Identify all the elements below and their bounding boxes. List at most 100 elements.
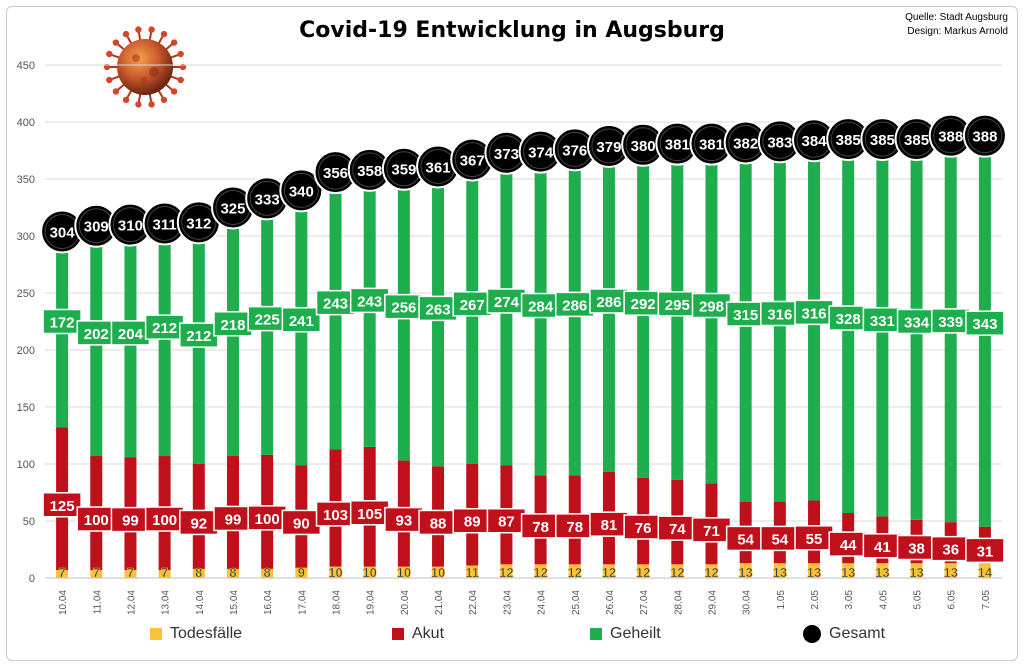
x-tick-label: 4.05 [878,590,889,610]
data-label-akut: 105 [357,506,382,523]
data-label-gesamt: 359 [391,162,416,179]
data-label-gesamt: 383 [767,134,792,151]
data-label-akut: 41 [874,539,891,556]
chart-title: Covid-19 Entwicklung in Augsburg [299,18,725,43]
bar-todesfaelle [637,564,650,578]
x-tick-label: 23.04 [502,590,513,615]
data-label-todesfaelle: 8 [195,565,202,580]
x-tick-label: 18.04 [332,590,343,615]
data-label-todesfaelle: 10 [431,565,445,580]
data-label-akut: 78 [532,519,549,536]
data-label-todesfaelle: 12 [499,565,513,580]
bar-todesfaelle [876,563,889,578]
virus-spike-tip [170,88,178,95]
virus-spike-tip [148,101,155,108]
bar-todesfaelle [705,564,718,578]
data-label-todesfaelle: 13 [875,565,889,580]
data-label-gesamt: 385 [836,132,861,149]
x-tick-label: 19.04 [366,590,377,615]
data-label-geheilt: 243 [357,293,382,310]
label-box-akut [486,507,527,534]
label-box-akut [691,517,732,543]
x-tick-label: 26.04 [605,590,616,615]
data-label-geheilt: 212 [186,328,211,345]
data-label-gesamt: 358 [357,163,382,180]
data-label-akut: 92 [190,515,207,532]
bar-todesfaelle [602,564,615,578]
virus-spike-tip [177,76,184,84]
y-tick-label: 0 [29,573,35,585]
legend-label-akut: Akut [412,625,445,642]
label-box-geheilt [555,291,595,318]
point-gesamt-ring [967,118,1003,154]
label-box-geheilt [965,310,1005,336]
data-label-akut: 99 [225,511,242,528]
data-label-gesamt: 333 [255,191,280,208]
data-label-gesamt: 356 [323,165,348,182]
y-tick-label: 50 [23,516,35,528]
data-label-gesamt: 312 [186,215,211,232]
bar-todesfaelle [295,567,308,578]
point-gesamt [962,113,1007,158]
data-label-gesamt: 388 [938,129,963,146]
y-tick-label: 100 [17,459,35,471]
data-label-todesfaelle: 7 [58,565,65,580]
data-label-geheilt: 339 [938,314,963,331]
bar-todesfaelle [261,568,274,578]
legend-item-todesfaelle: Todesfälle [150,622,242,646]
credit-design: Design: Markus Arnold [907,26,1008,37]
label-box-akut [623,514,663,540]
bar-todesfaelle [329,566,342,578]
label-box-akut [213,505,253,532]
data-label-gesamt: 310 [118,218,143,235]
data-label-todesfaelle: 13 [738,565,752,580]
data-label-todesfaelle: 12 [670,565,684,580]
bar-todesfaelle [978,562,991,578]
y-tick-label: 200 [17,345,35,357]
data-label-gesamt: 384 [802,133,828,150]
data-label-geheilt: 274 [494,294,520,311]
label-box-akut [862,533,903,559]
y-tick-label: 450 [17,60,35,72]
label-box-akut [520,513,561,539]
data-label-geheilt: 267 [460,297,485,314]
data-label-akut: 87 [498,514,515,531]
virus-spike-tip [135,26,142,33]
virus-spike-tip [106,50,113,58]
label-box-geheilt [384,293,424,320]
label-box-geheilt [418,295,458,322]
data-label-gesamt: 381 [699,137,724,154]
data-label-geheilt: 331 [870,313,895,330]
data-label-geheilt: 315 [733,307,758,324]
virus-spike-tip [148,26,155,33]
data-label-akut: 36 [942,542,959,559]
virus-spike-tip [160,96,168,104]
point-gesamt [279,168,324,213]
label-box-geheilt [110,320,151,346]
data-label-geheilt: 212 [152,320,177,337]
data-label-geheilt: 334 [904,314,930,331]
bar-todesfaelle [158,570,171,578]
data-label-akut: 78 [566,519,583,536]
label-box-akut [794,525,834,551]
virus-spike-tip [112,39,120,46]
label-box-geheilt [452,291,492,317]
data-label-todesfaelle: 7 [93,565,100,580]
label-box-akut [896,534,937,561]
data-label-akut: 81 [601,517,618,534]
x-tick-label: 24.04 [537,590,548,615]
coronavirus-icon [103,26,187,108]
data-label-gesamt: 382 [733,136,758,153]
label-box-akut [657,515,698,541]
data-label-geheilt: 225 [255,312,280,329]
x-tick-label: 17.04 [297,590,308,615]
label-box-akut [452,507,492,534]
data-label-akut: 74 [669,521,686,538]
label-box-akut [110,506,151,533]
legend-swatch-todesfaelle [150,628,162,640]
label-box-akut [384,506,424,533]
bar-todesfaelle [671,564,684,578]
legend-swatch-gesamt [803,625,821,643]
virus-spike-tip [122,30,130,38]
data-label-gesamt: 381 [665,137,690,154]
